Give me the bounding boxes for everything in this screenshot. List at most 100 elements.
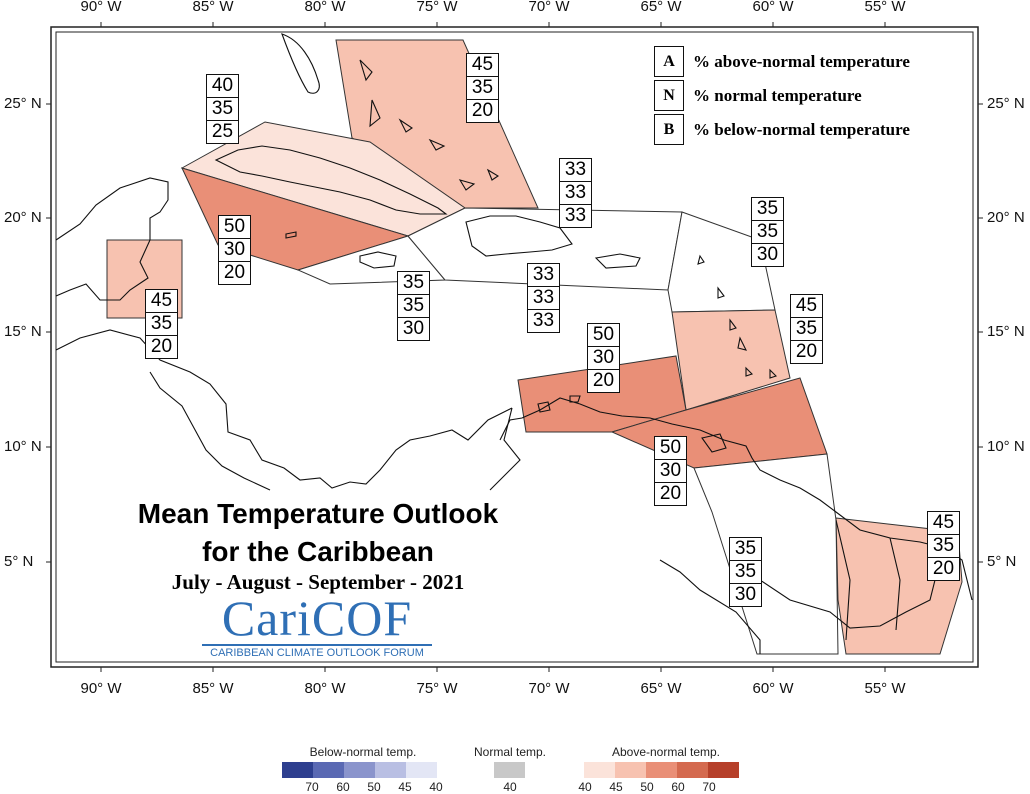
legend-row-above: A % above-normal temperature	[654, 46, 910, 77]
prob-normal: 35	[207, 98, 238, 121]
colorbar-below-cell	[313, 762, 344, 778]
lon-label: 70° W	[528, 0, 570, 15]
prob-box-windward: 45 35 20	[790, 294, 823, 364]
colorbar-above-cell	[708, 762, 739, 778]
prob-normal: 35	[928, 535, 959, 558]
logo-main-text: CariCOF	[221, 590, 413, 646]
colorbar-below-title: Below-normal temp.	[309, 745, 417, 759]
prob-above: 45	[146, 290, 177, 313]
prob-box-suriname: 45 35 20	[927, 511, 960, 581]
prob-normal: 35	[752, 221, 783, 244]
map-frame	[50, 26, 979, 668]
legend-key-text: % below-normal temperature	[693, 119, 910, 139]
prob-normal: 35	[791, 318, 822, 341]
prob-box-abc: 50 30 20	[587, 323, 620, 393]
prob-box-cuba: 40 35 25	[206, 74, 239, 144]
prob-below: 20	[795, 341, 818, 362]
colorbar-tick: 40	[429, 780, 443, 794]
lon-label: 80° W	[304, 680, 346, 697]
prob-above: 35	[730, 538, 761, 561]
prob-normal: 35	[146, 313, 177, 336]
lon-label: 55° W	[864, 680, 906, 697]
colorbar-above-cell	[584, 762, 615, 778]
colorbar-tick: 60	[336, 780, 350, 794]
colorbar-above-cell	[677, 762, 708, 778]
prob-above: 45	[928, 512, 959, 535]
lon-label: 70° W	[528, 680, 570, 697]
lon-label: 85° W	[192, 0, 234, 15]
prob-above: 35	[398, 272, 429, 295]
prob-above: 40	[207, 75, 238, 98]
map-title-line1: Mean Temperature Outlook	[137, 498, 499, 529]
prob-box-cayman: 50 30 20	[218, 215, 251, 285]
prob-box-turks: 33 33 33	[559, 158, 592, 228]
lat-label: 5° N	[987, 553, 1017, 570]
lat-label: 10° N	[4, 438, 42, 455]
lon-label: 75° W	[416, 680, 458, 697]
prob-below: 20	[932, 558, 955, 579]
lon-label: 90° W	[80, 0, 122, 15]
prob-box-jamaica: 35 35 30	[397, 271, 430, 341]
lat-label: 20° N	[4, 209, 42, 226]
colorbar-normal-cell	[494, 762, 525, 778]
legend-key-letter: A	[654, 46, 684, 77]
colorbar-tick: 70	[702, 780, 716, 794]
lon-label: 65° W	[640, 680, 682, 697]
prob-below: 20	[592, 370, 615, 391]
prob-above: 35	[752, 198, 783, 221]
region-windward	[671, 309, 791, 411]
colorbar-tick: 45	[609, 780, 623, 794]
lat-label: 15° N	[987, 323, 1025, 340]
prob-box-belize: 45 35 20	[145, 289, 178, 359]
colorbar-tick: 60	[671, 780, 685, 794]
prob-below: 30	[756, 244, 779, 265]
lat-label: 25° N	[987, 95, 1025, 112]
prob-normal: 33	[560, 182, 591, 205]
prob-below: 30	[402, 318, 425, 339]
prob-normal: 33	[528, 287, 559, 310]
lon-label: 85° W	[192, 680, 234, 697]
prob-below: 33	[564, 205, 587, 226]
prob-box-hispaniola: 33 33 33	[527, 263, 560, 333]
colorbar-above-cell	[646, 762, 677, 778]
lon-label: 65° W	[640, 0, 682, 15]
legend-key-letter: B	[654, 114, 684, 145]
prob-below: 20	[659, 483, 682, 504]
map-title-line2: for the Caribbean	[202, 536, 434, 567]
lon-label: 90° W	[80, 680, 122, 697]
prob-above: 45	[791, 295, 822, 318]
colorbar-tick: 70	[305, 780, 319, 794]
colorbar-tick: 40	[503, 780, 517, 794]
prob-above: 50	[588, 324, 619, 347]
prob-below: 33	[532, 310, 555, 331]
prob-above: 33	[528, 264, 559, 287]
prob-above: 50	[655, 437, 686, 460]
prob-normal: 30	[655, 460, 686, 483]
lon-label: 75° W	[416, 0, 458, 15]
colorbar-tick: 45	[398, 780, 412, 794]
coastlines	[55, 33, 973, 654]
colorbar-below-cell	[406, 762, 437, 778]
prob-normal: 35	[730, 561, 761, 584]
colorbar-above-cell	[615, 762, 646, 778]
colorbar-tick: 50	[367, 780, 381, 794]
colorbar-tick: 40	[578, 780, 592, 794]
prob-box-leeward: 35 35 30	[751, 197, 784, 267]
lat-label: 25° N	[4, 95, 42, 112]
legend-row-below: B % below-normal temperature	[654, 114, 910, 145]
colorbar-below-cell	[344, 762, 375, 778]
colorbar-above-title: Above-normal temp.	[611, 745, 721, 759]
lat-label: 20° N	[987, 209, 1025, 226]
caricof-logo: CariCOF CARIBBEAN CLIMATE OUTLOOK FORUM	[202, 592, 432, 659]
prob-below: 25	[211, 121, 234, 142]
legend-key-letter: N	[654, 80, 684, 111]
map-subtitle: July - August - September - 2021	[171, 570, 465, 594]
prob-below: 20	[471, 100, 494, 121]
prob-above: 33	[560, 159, 591, 182]
prob-below: 20	[150, 336, 173, 357]
logo-sub-text: CARIBBEAN CLIMATE OUTLOOK FORUM	[202, 644, 432, 659]
colorbar-below-cell	[375, 762, 406, 778]
prob-below: 20	[223, 262, 246, 283]
prob-normal: 35	[398, 295, 429, 318]
colorbar-tick: 50	[640, 780, 654, 794]
